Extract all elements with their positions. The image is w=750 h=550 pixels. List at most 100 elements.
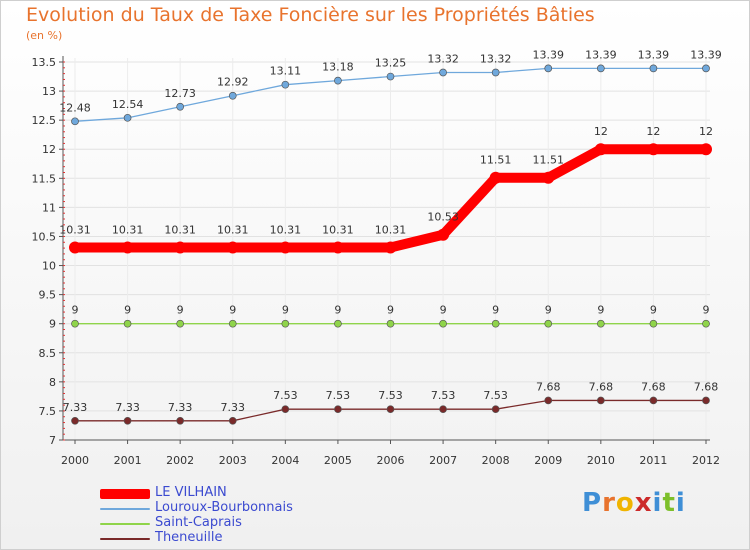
data-point bbox=[649, 396, 658, 405]
data-label: 13.39 bbox=[585, 48, 617, 61]
data-label: 13.39 bbox=[638, 48, 670, 61]
data-label: 11.51 bbox=[533, 154, 565, 167]
proxiti-logo: Proxiti bbox=[582, 488, 686, 518]
data-label: 10.31 bbox=[217, 224, 249, 237]
y-tick-label: 13 bbox=[42, 85, 56, 98]
data-label: 13.39 bbox=[690, 48, 722, 61]
legend-label: LE VILHAIN bbox=[155, 485, 227, 500]
y-tick-label: 9 bbox=[49, 318, 56, 331]
data-label: 7.68 bbox=[589, 380, 614, 393]
chart-title: Evolution du Taux de Taxe Foncière sur l… bbox=[26, 4, 595, 26]
data-label: 9 bbox=[492, 304, 499, 317]
data-label: 10.31 bbox=[270, 224, 302, 237]
data-label: 11.51 bbox=[480, 154, 512, 167]
data-point bbox=[700, 143, 712, 156]
data-point bbox=[228, 416, 237, 425]
data-point bbox=[439, 319, 447, 328]
logo-letter: r bbox=[602, 488, 616, 518]
data-label: 7.68 bbox=[641, 380, 666, 393]
data-point bbox=[596, 64, 605, 73]
data-label: 13.39 bbox=[533, 48, 565, 61]
data-label: 9 bbox=[650, 304, 657, 317]
data-label: 7.33 bbox=[63, 401, 88, 414]
data-point bbox=[176, 319, 185, 328]
data-label: 7.68 bbox=[694, 380, 719, 393]
x-tick-label: 2002 bbox=[166, 454, 194, 467]
data-point bbox=[542, 171, 555, 184]
logo-letter: i bbox=[652, 488, 663, 518]
logo-letter: o bbox=[615, 488, 635, 518]
data-point bbox=[228, 91, 237, 100]
data-label: 9 bbox=[334, 304, 341, 317]
y-tick-label: 11.5 bbox=[32, 172, 57, 185]
y-tick-label: 8.5 bbox=[39, 347, 57, 360]
data-point bbox=[176, 416, 185, 425]
data-point bbox=[489, 171, 502, 184]
data-point bbox=[334, 405, 342, 414]
legend-swatch bbox=[100, 489, 150, 499]
data-point bbox=[71, 117, 79, 126]
data-label: 9 bbox=[387, 304, 394, 317]
x-tick-label: 2004 bbox=[271, 454, 299, 467]
x-tick-label: 2011 bbox=[639, 454, 667, 467]
legend-swatch bbox=[100, 538, 150, 540]
data-label: 7.33 bbox=[115, 401, 140, 414]
data-label: 7.53 bbox=[431, 389, 456, 402]
data-point bbox=[281, 319, 290, 328]
data-label: 9 bbox=[440, 304, 447, 317]
data-label: 9 bbox=[72, 304, 79, 317]
y-tick-label: 11 bbox=[42, 201, 56, 214]
legend-label: Theneuille bbox=[155, 530, 223, 545]
data-point bbox=[174, 241, 187, 254]
data-label: 13.25 bbox=[375, 57, 407, 70]
y-tick-label: 7.5 bbox=[39, 405, 57, 418]
data-label: 9 bbox=[177, 304, 184, 317]
logo-letter: i bbox=[675, 488, 686, 518]
data-point bbox=[228, 319, 237, 328]
chart-unit-label: (en %) bbox=[26, 29, 63, 42]
y-tick-label: 12 bbox=[42, 143, 56, 156]
data-label: 9 bbox=[703, 304, 710, 317]
y-tick-label: 10.5 bbox=[32, 230, 57, 243]
data-point bbox=[281, 80, 290, 89]
data-label: 12.92 bbox=[217, 76, 249, 89]
data-label: 12 bbox=[594, 125, 608, 138]
data-label: 12.73 bbox=[164, 87, 196, 100]
legend-swatch bbox=[100, 523, 150, 525]
data-label: 10.31 bbox=[59, 224, 91, 237]
x-tick-label: 2001 bbox=[114, 454, 142, 467]
data-point bbox=[71, 416, 79, 425]
data-label: 10.53 bbox=[427, 211, 459, 224]
data-label: 10.31 bbox=[375, 224, 407, 237]
data-point bbox=[176, 102, 185, 111]
data-point bbox=[226, 241, 239, 254]
data-label: 10.31 bbox=[164, 224, 196, 237]
y-tick-label: 9.5 bbox=[39, 289, 57, 302]
data-point bbox=[123, 416, 132, 425]
data-label: 7.53 bbox=[483, 389, 508, 402]
logo-letter: t bbox=[662, 488, 676, 518]
data-point bbox=[121, 241, 134, 254]
data-point bbox=[386, 405, 395, 414]
data-label: 12.48 bbox=[59, 101, 91, 114]
data-point bbox=[437, 228, 450, 241]
data-point bbox=[544, 64, 553, 73]
data-point bbox=[386, 319, 395, 328]
data-label: 13.18 bbox=[322, 61, 354, 74]
x-tick-label: 2007 bbox=[429, 454, 457, 467]
x-tick-label: 2008 bbox=[482, 454, 510, 467]
data-label: 9 bbox=[124, 304, 131, 317]
y-tick-label: 7 bbox=[49, 434, 56, 447]
x-tick-label: 2005 bbox=[324, 454, 352, 467]
data-label: 7.53 bbox=[326, 389, 351, 402]
data-point bbox=[384, 241, 397, 254]
data-point bbox=[279, 241, 292, 254]
legend-swatch bbox=[100, 508, 150, 510]
data-point bbox=[386, 72, 395, 81]
data-point bbox=[281, 405, 290, 414]
data-label: 7.53 bbox=[378, 389, 403, 402]
data-label: 13.11 bbox=[270, 65, 302, 78]
data-label: 9 bbox=[545, 304, 552, 317]
